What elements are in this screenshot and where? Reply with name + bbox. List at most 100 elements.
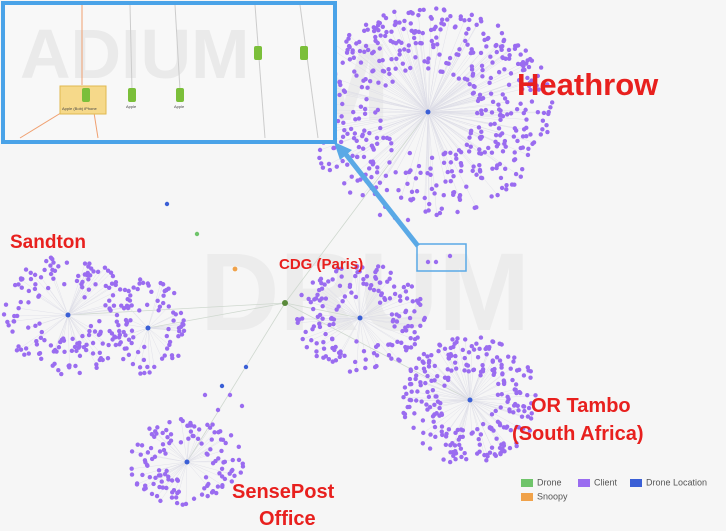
client-node: [512, 150, 517, 155]
edge: [126, 324, 149, 329]
client-node: [137, 277, 143, 282]
client-node: [208, 447, 213, 452]
client-node: [348, 126, 354, 132]
client-node: [439, 17, 445, 22]
edge: [186, 461, 230, 474]
client-node: [89, 266, 94, 271]
client-node: [113, 279, 119, 285]
edges: [7, 11, 549, 504]
client-node: [514, 368, 520, 373]
client-node: [484, 352, 489, 357]
client-node: [321, 339, 326, 345]
edge: [53, 314, 69, 352]
client-node: [418, 296, 423, 302]
cdg-label: CDG (Paris): [279, 256, 363, 273]
edge: [359, 317, 365, 352]
client-node: [506, 354, 511, 359]
client-node: [32, 286, 38, 292]
client-node: [105, 355, 111, 361]
client-node: [443, 179, 448, 184]
client-node: [458, 427, 464, 432]
client-node: [377, 280, 383, 285]
edge: [448, 399, 471, 430]
edge: [254, 4, 266, 139]
client-node: [483, 107, 488, 113]
client-node: [522, 67, 527, 73]
edge: [355, 111, 429, 120]
client-node: [384, 187, 390, 193]
drone-location-node: [357, 315, 363, 321]
edge: [142, 461, 188, 476]
edge: [67, 314, 97, 365]
client-node: [341, 88, 347, 93]
client-node: [508, 111, 514, 116]
client-node: [18, 276, 24, 281]
client-node: [445, 367, 450, 372]
edge: [340, 317, 361, 352]
client-node: [56, 345, 62, 350]
edge: [38, 295, 69, 316]
client-node: [392, 291, 398, 297]
client-node: [371, 25, 376, 30]
client-node: [525, 75, 530, 81]
legend-swatch: [521, 479, 533, 487]
client-node: [336, 350, 342, 355]
client-node: [498, 451, 503, 456]
edge: [427, 391, 471, 401]
client-node: [82, 261, 88, 266]
client-node: [442, 346, 448, 351]
or-tambo-label: (South Africa): [512, 423, 643, 445]
phone-icon: [300, 46, 308, 60]
client-node: [544, 123, 549, 128]
client-node: [504, 182, 509, 188]
client-node: [159, 479, 164, 484]
client-node: [195, 436, 201, 442]
edge: [437, 399, 471, 402]
client-node: [520, 426, 526, 431]
client-node: [374, 135, 380, 141]
client-node: [19, 285, 24, 290]
client-node: [160, 485, 166, 490]
client-node: [179, 332, 185, 337]
client-node: [517, 389, 522, 395]
edge: [186, 302, 286, 463]
client-node: [190, 433, 195, 439]
client-node: [340, 134, 346, 140]
client-node: [444, 17, 450, 22]
client-node: [161, 293, 166, 298]
client-node: [153, 475, 158, 481]
client-node: [434, 183, 439, 188]
edge: [67, 285, 106, 316]
client-node: [499, 442, 504, 447]
client-node: [232, 473, 237, 478]
edge: [359, 286, 412, 319]
client-node: [526, 83, 532, 89]
client-node: [507, 53, 512, 58]
client-node: [126, 337, 132, 342]
client-node: [202, 486, 207, 491]
edge: [469, 391, 520, 401]
client-node: [26, 351, 31, 356]
edge: [319, 280, 361, 319]
drone-location-node: [145, 325, 151, 331]
edge: [356, 43, 429, 113]
client-node: [135, 442, 140, 447]
client-node: [135, 286, 140, 292]
edge: [186, 439, 212, 463]
client-node: [394, 312, 399, 317]
client-node: [530, 141, 535, 147]
edge: [469, 357, 498, 401]
client-node: [11, 319, 16, 324]
edge: [372, 111, 429, 162]
client-node: [428, 166, 433, 171]
edge: [427, 20, 465, 113]
edge: [410, 370, 471, 401]
client-node: [389, 356, 394, 361]
client-node: [387, 276, 392, 281]
client-node: [493, 132, 499, 138]
edge: [425, 111, 429, 212]
client-node: [332, 145, 337, 151]
client-node: [86, 332, 92, 338]
client-node: [82, 295, 87, 300]
client-node: [157, 449, 163, 454]
